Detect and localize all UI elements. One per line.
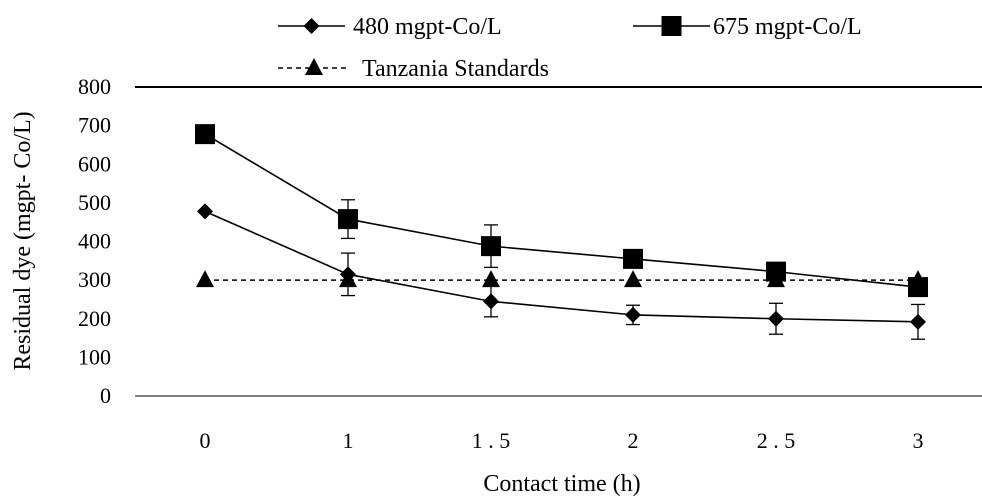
data-point-triangle <box>767 270 785 288</box>
x-tick-label: 1 <box>343 428 354 453</box>
x-tick-label: 2 <box>628 428 639 453</box>
data-point-diamond <box>910 313 926 330</box>
series-line-0 <box>204 210 919 323</box>
data-point-square <box>338 209 358 230</box>
data-point-square <box>623 248 643 269</box>
legend-label: 480 mgpt-Co/L <box>353 14 502 40</box>
y-tick-label: 100 <box>78 344 111 369</box>
data-point-triangle <box>909 270 927 288</box>
series-line-1 <box>204 133 919 288</box>
data-point-diamond <box>197 203 213 220</box>
y-axis-title: Residual dye (mgpt- Co/L) <box>10 111 36 370</box>
data-point-diamond <box>768 310 784 327</box>
x-tick-label: 0 <box>200 428 211 453</box>
data-point-triangle <box>339 270 357 288</box>
x-tick-label: 1 . 5 <box>472 428 511 453</box>
x-tick-label: 2 . 5 <box>757 428 796 453</box>
y-tick-label: 300 <box>78 267 111 292</box>
legend-marker-square <box>661 16 682 36</box>
y-tick-label: 0 <box>100 383 111 408</box>
legend-marker-triangle <box>305 58 323 75</box>
series-lines <box>204 133 919 323</box>
data-point-triangle <box>482 270 500 288</box>
y-tick-label: 500 <box>78 190 111 215</box>
data-point-square <box>481 236 501 257</box>
y-tick-label: 800 <box>78 74 111 99</box>
legend-label: Tanzania Standards <box>362 56 549 82</box>
y-tick-label: 400 <box>78 229 111 254</box>
y-tick-labels: 0 100 200 300 400 500 600 700 800 <box>78 74 111 408</box>
data-point-diamond <box>483 293 499 310</box>
legend: 480 mgpt-Co/L 675 mgpt-Co/L Tanzania Stand… <box>278 14 862 82</box>
x-tick-labels: 0 1 1 . 5 2 2 . 5 3 <box>200 428 924 453</box>
legend-label: 675 mgpt-Co/L <box>713 14 862 40</box>
y-tick-label: 200 <box>78 306 111 331</box>
y-tick-label: 700 <box>78 113 111 138</box>
legend-marker-diamond <box>303 18 320 34</box>
data-point-square <box>195 124 215 145</box>
data-point-triangle <box>196 270 214 288</box>
x-tick-label: 3 <box>913 428 924 453</box>
x-axis-title: Contact time (h) <box>483 471 640 497</box>
series-markers <box>195 124 928 330</box>
data-point-diamond <box>625 306 641 323</box>
y-tick-label: 600 <box>78 151 111 176</box>
data-point-triangle <box>624 270 642 288</box>
